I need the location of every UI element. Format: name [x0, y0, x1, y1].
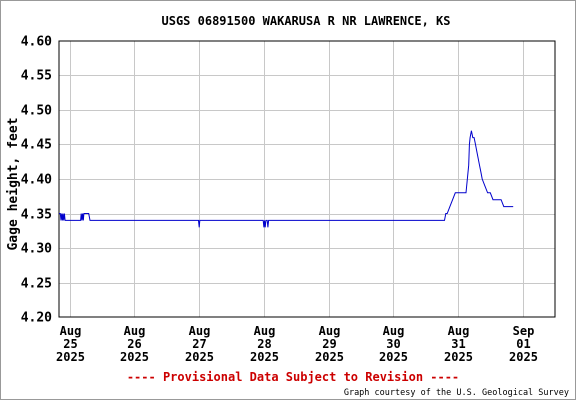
x-tick-label: Aug 27 2025 — [185, 324, 214, 364]
y-tick-label: 4.35 — [21, 208, 52, 223]
chart-title: USGS 06891500 WAKARUSA R NR LAWRENCE, KS — [162, 14, 451, 28]
x-tick-label: Aug 29 2025 — [315, 324, 344, 364]
x-tick-label: Aug 25 2025 — [56, 324, 85, 364]
usgs-credit: Graph courtesy of the U.S. Geological Su… — [344, 388, 569, 398]
y-tick-label: 4.25 — [21, 277, 52, 292]
y-tick-label: 4.30 — [21, 242, 52, 257]
y-tick-label: 4.40 — [21, 173, 52, 188]
x-tick-label: Aug 31 2025 — [444, 324, 473, 364]
y-tick-label: 4.20 — [21, 311, 52, 326]
provisional-notice: ---- Provisional Data Subject to Revisio… — [127, 370, 459, 384]
y-tick-label: 4.50 — [21, 104, 52, 119]
x-tick-label: Aug 28 2025 — [250, 324, 279, 364]
series-line-gage-height — [59, 130, 514, 228]
y-axis-label: Gage height, feet — [6, 117, 21, 250]
y-tick-labels: 4.60 4.55 4.50 4.45 4.40 4.35 4.30 4.25 4.20 — [21, 35, 52, 326]
x-tick-labels: Aug 25 2025 Aug 26 2025 Aug 27 2025 Aug 28 2025 Aug 2… — [56, 324, 538, 364]
x-tick-label: Aug 26 2025 — [120, 324, 149, 364]
grid — [59, 41, 555, 317]
y-tick-label: 4.60 — [21, 35, 52, 50]
plot-area-border — [58, 40, 556, 318]
y-tick-label: 4.45 — [21, 138, 52, 153]
x-tick-label: Sep 01 2025 — [509, 324, 538, 364]
x-tick-label: Aug 30 2025 — [379, 324, 408, 364]
y-tick-label: 4.55 — [21, 69, 52, 84]
